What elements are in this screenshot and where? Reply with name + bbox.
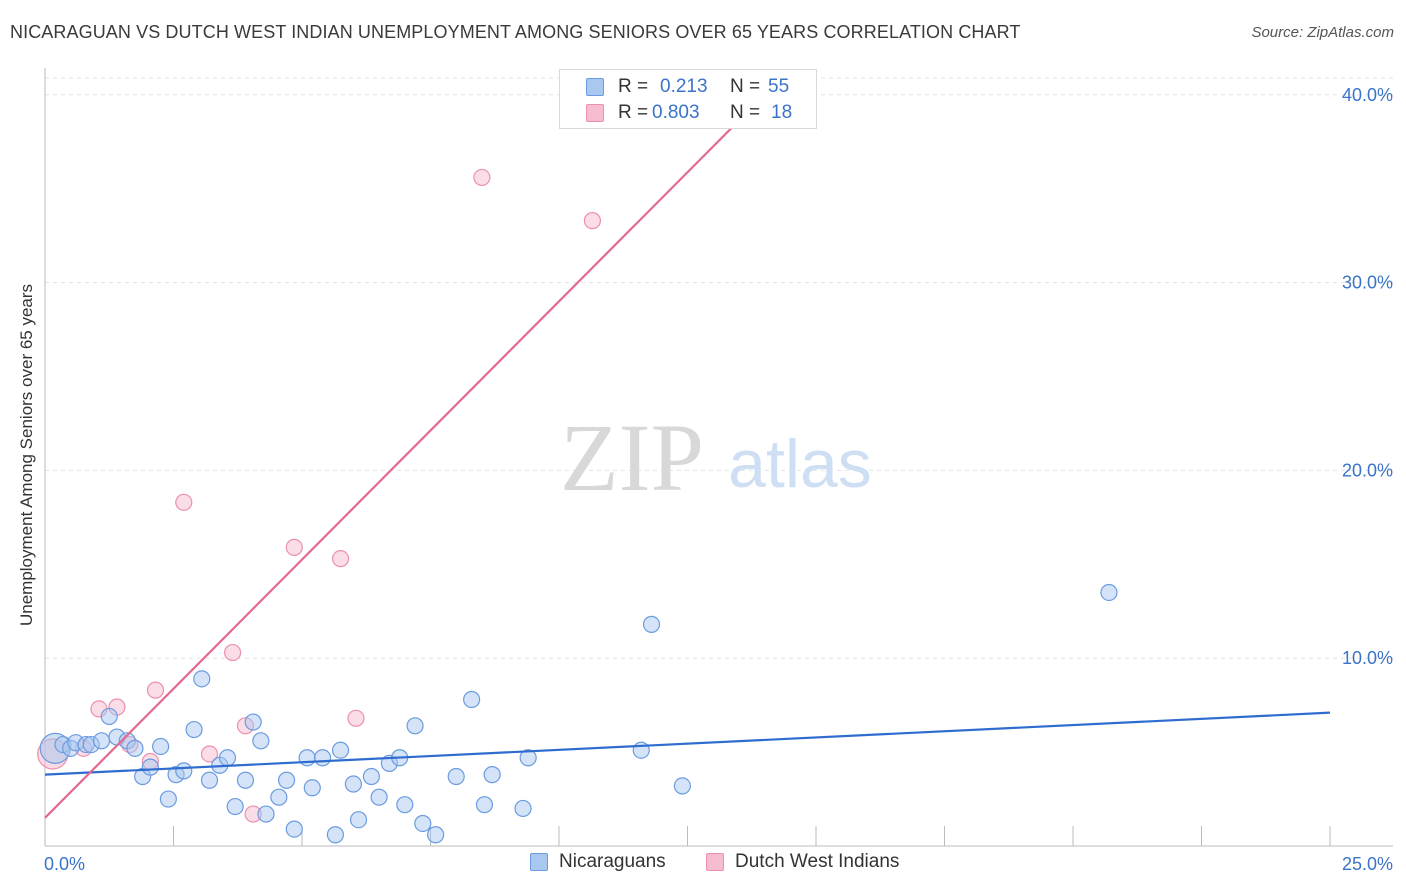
dutch-west-indians-points	[38, 169, 601, 822]
dutch-west-indians-point-16	[584, 213, 600, 229]
series-swatch-dutch-west-indians	[706, 853, 724, 871]
nicaraguans-point-7	[101, 708, 117, 724]
dutch-west-indians-point-13	[333, 551, 349, 567]
y-tick-labels: 10.0% 20.0% 30.0% 40.0%	[1342, 85, 1393, 668]
nicaraguans-point-42	[407, 718, 423, 734]
scatter-chart: ZIP atlas 10.0%20.0%30.0%40.0% 0.0% 25.0…	[0, 0, 1406, 892]
watermark-zip: ZIP	[560, 404, 704, 511]
nicaraguans-points	[40, 584, 1117, 842]
legend-swatch-dutch-west-indians	[586, 104, 604, 122]
dutch-west-indians-point-6	[148, 682, 164, 698]
series-name-dutch-west-indians: Dutch West Indians	[735, 851, 899, 873]
y-axis-label: Unemployment Among Seniors over 65 years	[17, 284, 37, 626]
nicaraguans-point-19	[201, 772, 217, 788]
nicaraguans-point-14	[160, 791, 176, 807]
nicaraguans-point-10	[127, 740, 143, 756]
nicaraguans-point-22	[227, 799, 243, 815]
dutch-west-indians-point-12	[286, 539, 302, 555]
nicaraguans-point-12	[142, 759, 158, 775]
series-legend-nicaraguans[interactable]: Nicaraguans	[530, 851, 666, 873]
legend-row-nicaraguans: R = 0.213 N = 55	[560, 75, 816, 99]
y-tick-label-40: 40.0%	[1342, 85, 1393, 105]
nicaraguans-trend-line	[45, 713, 1330, 775]
nicaraguans-point-13	[153, 738, 169, 754]
legend-n-value: 18	[771, 102, 792, 124]
legend-r-label: R =	[618, 76, 648, 98]
nicaraguans-point-45	[448, 769, 464, 785]
nicaraguans-point-44	[428, 827, 444, 843]
x-ticks	[174, 826, 1331, 846]
gridlines	[45, 78, 1393, 658]
nicaraguans-point-36	[351, 812, 367, 828]
nicaraguans-point-17	[186, 722, 202, 738]
nicaraguans-point-31	[304, 780, 320, 796]
nicaraguans-point-28	[279, 772, 295, 788]
nicaraguans-point-25	[253, 733, 269, 749]
y-tick-label-20: 20.0%	[1342, 460, 1393, 480]
nicaraguans-point-29	[286, 821, 302, 837]
legend-n-label: N =	[730, 76, 760, 98]
series-swatch-nicaraguans	[530, 853, 548, 871]
nicaraguans-point-18	[194, 671, 210, 687]
dutch-west-indians-point-9	[225, 645, 241, 661]
nicaraguans-point-53	[674, 778, 690, 794]
nicaraguans-point-32	[315, 750, 331, 766]
dutch-west-indians-point-15	[474, 169, 490, 185]
series-legend-dutch-west-indians[interactable]: Dutch West Indians	[706, 851, 899, 873]
dutch-west-indians-point-14	[348, 710, 364, 726]
legend-r-label: R =	[618, 102, 648, 124]
series-name-nicaraguans: Nicaraguans	[559, 851, 666, 873]
watermark-atlas: atlas	[728, 426, 872, 502]
nicaraguans-point-38	[371, 789, 387, 805]
nicaraguans-point-21	[219, 750, 235, 766]
nicaraguans-point-47	[476, 797, 492, 813]
nicaraguans-point-27	[271, 789, 287, 805]
legend-r-value: 0.213	[660, 76, 708, 98]
series-legend: Nicaraguans Dutch West Indians	[0, 851, 1406, 877]
nicaraguans-point-49	[515, 800, 531, 816]
legend-row-dutch-west-indians: R = 0.803 N = 18	[560, 101, 816, 125]
dutch-west-indians-point-7	[176, 494, 192, 510]
nicaraguans-point-43	[415, 815, 431, 831]
nicaraguans-point-41	[397, 797, 413, 813]
nicaraguans-point-35	[345, 776, 361, 792]
nicaraguans-point-16	[176, 763, 192, 779]
nicaraguans-point-37	[363, 769, 379, 785]
nicaraguans-point-24	[245, 714, 261, 730]
legend-swatch-nicaraguans	[586, 78, 604, 96]
legend-r-value: 0.803	[652, 102, 700, 124]
nicaraguans-point-6	[94, 733, 110, 749]
legend-n-label: N =	[730, 102, 760, 124]
nicaraguans-point-34	[333, 742, 349, 758]
stats-legend: R = 0.213 N = 55 R = 0.803 N = 18	[559, 69, 817, 129]
nicaraguans-point-33	[327, 827, 343, 843]
y-tick-label-10: 10.0%	[1342, 648, 1393, 668]
y-tick-label-30: 30.0%	[1342, 273, 1393, 293]
legend-n-value: 55	[768, 76, 789, 98]
nicaraguans-point-26	[258, 806, 274, 822]
nicaraguans-point-46	[464, 692, 480, 708]
nicaraguans-point-54	[1101, 584, 1117, 600]
nicaraguans-point-48	[484, 767, 500, 783]
nicaraguans-point-23	[237, 772, 253, 788]
nicaraguans-point-52	[644, 616, 660, 632]
